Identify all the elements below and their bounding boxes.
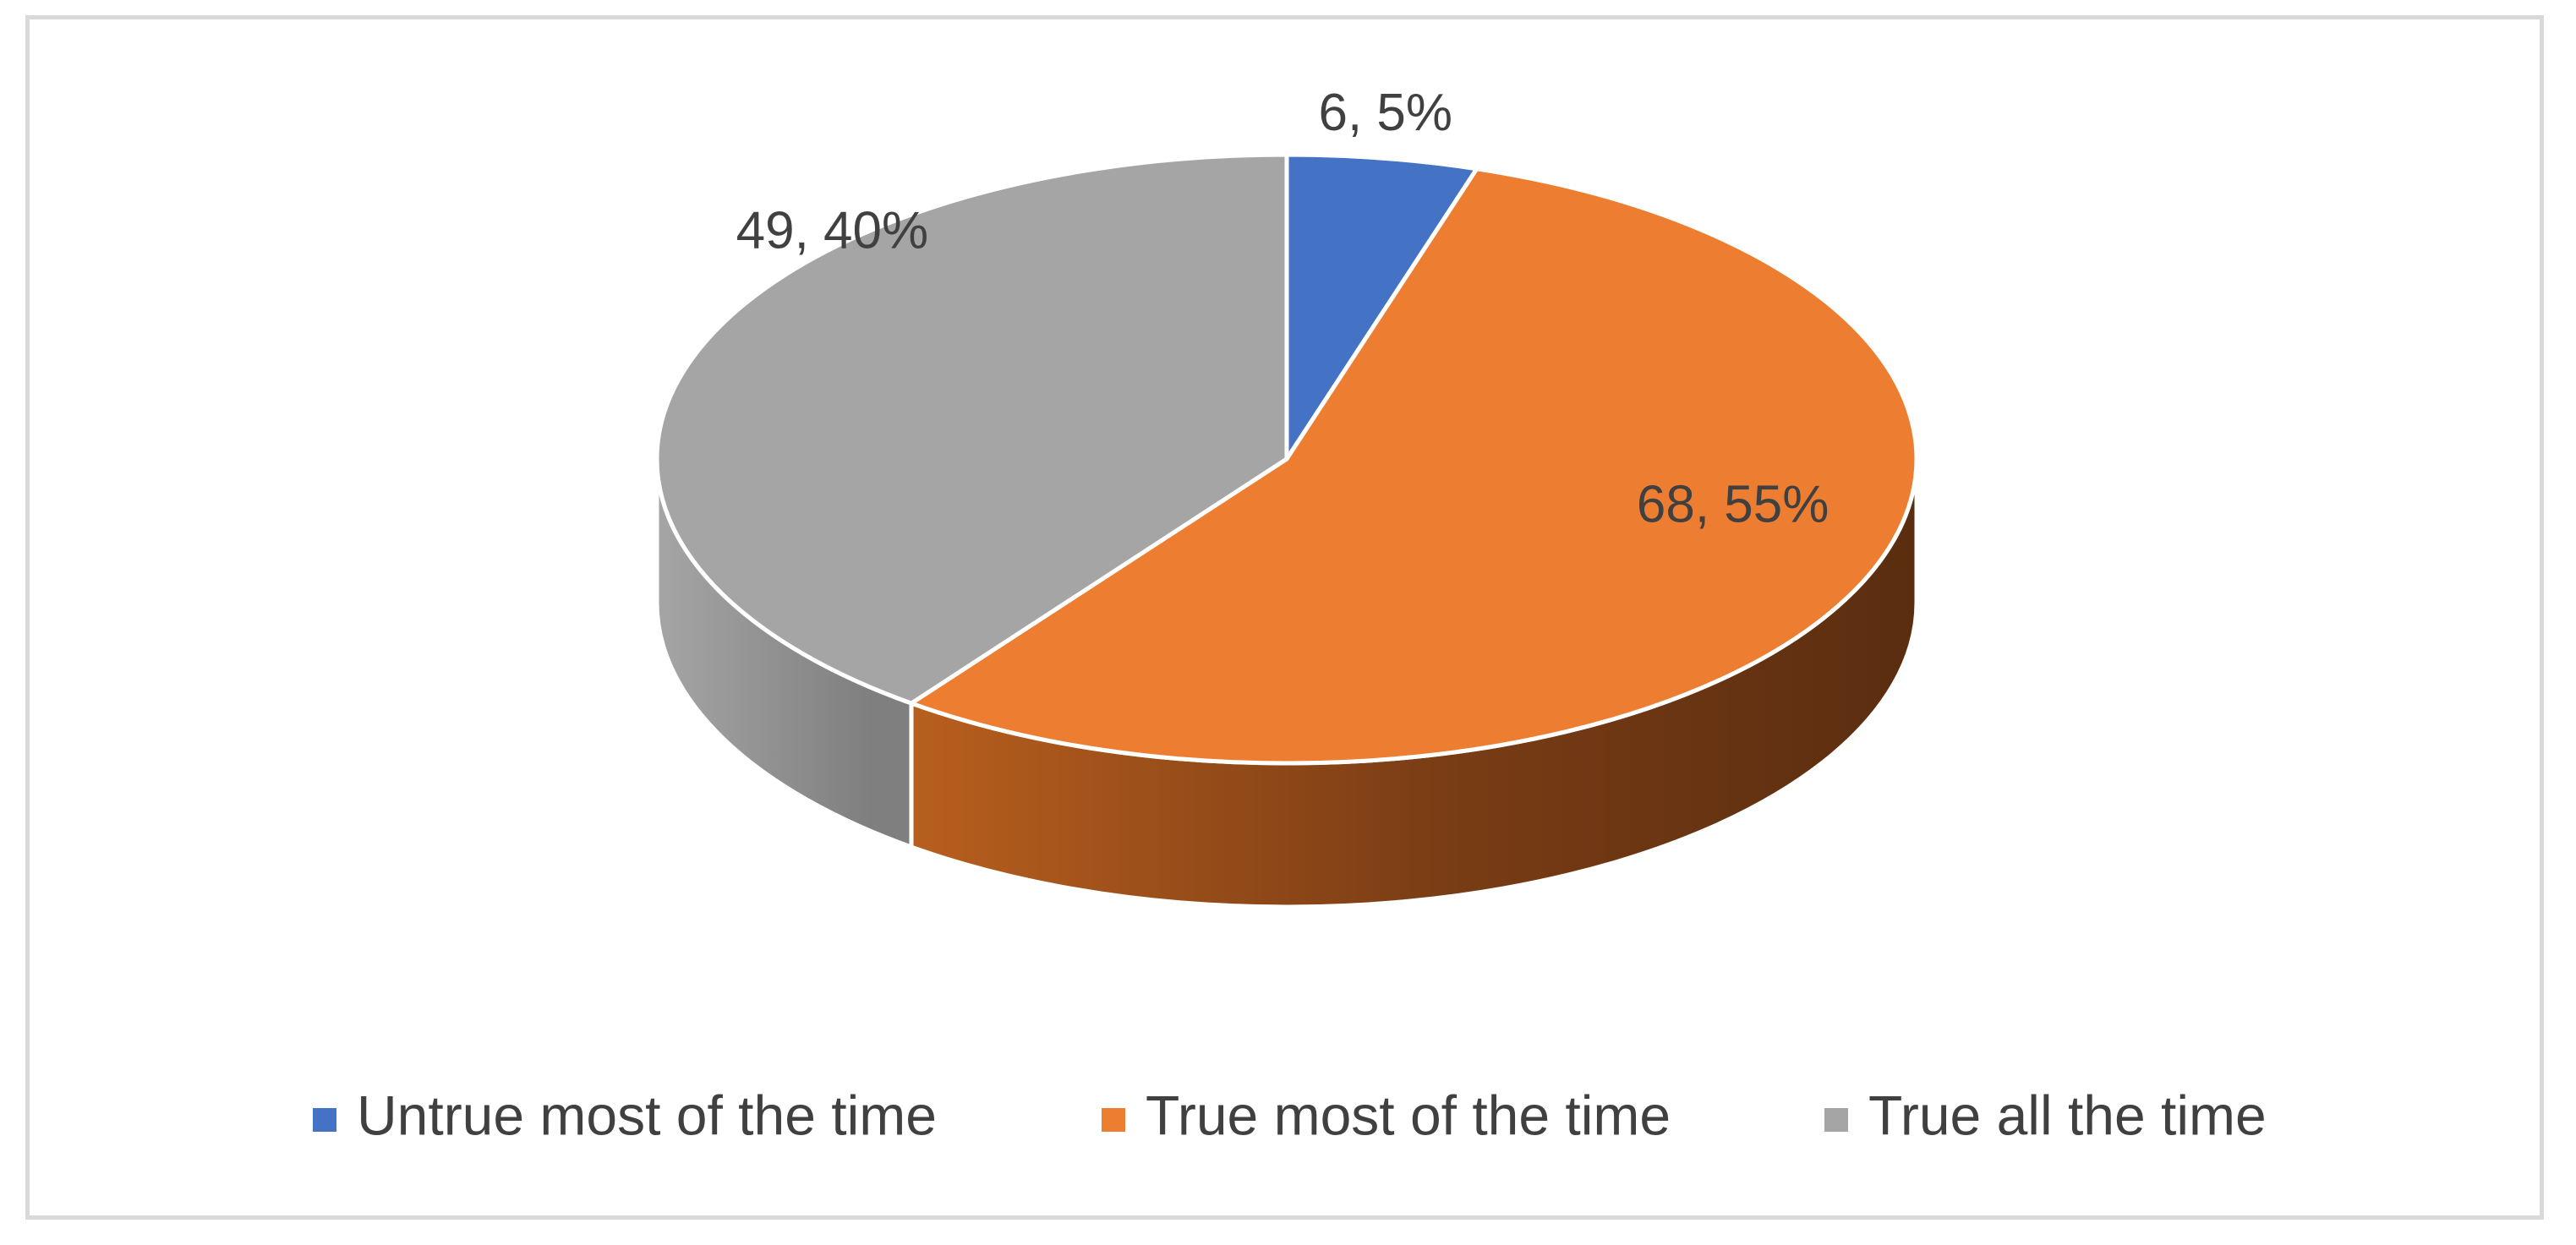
legend-label-true-all-the-time: True all the time	[1868, 1084, 2267, 1146]
legend-label-untrue-most-of-the-time: Untrue most of the time	[357, 1084, 937, 1146]
data-label-untrue-most-of-the-time: 6, 5%	[1319, 84, 1453, 142]
legend-item-untrue-most-of-the-time: Untrue most of the time	[313, 1084, 937, 1146]
pie-top-layer	[654, 152, 1919, 766]
data-label-true-most-of-the-time: 68, 55%	[1637, 475, 1829, 533]
legend-swatch-true-all-the-time	[1824, 1108, 1848, 1132]
pie-slice-true-most-of-the-time	[909, 167, 1919, 766]
data-label-layer: 6, 5% 68, 55% 49, 40%	[736, 84, 1829, 533]
legend-swatch-true-most-of-the-time	[1102, 1108, 1125, 1132]
legend-item-true-all-the-time: True all the time	[1824, 1084, 2267, 1146]
legend: Untrue most of the time True most of the …	[313, 1084, 2267, 1146]
data-label-true-all-the-time: 49, 40%	[736, 201, 929, 259]
pie-slice-true-all-the-time	[654, 152, 1289, 706]
legend-label-true-most-of-the-time: True most of the time	[1146, 1084, 1671, 1146]
legend-item-true-most-of-the-time: True most of the time	[1102, 1084, 1671, 1146]
legend-swatch-untrue-most-of-the-time	[313, 1108, 336, 1132]
